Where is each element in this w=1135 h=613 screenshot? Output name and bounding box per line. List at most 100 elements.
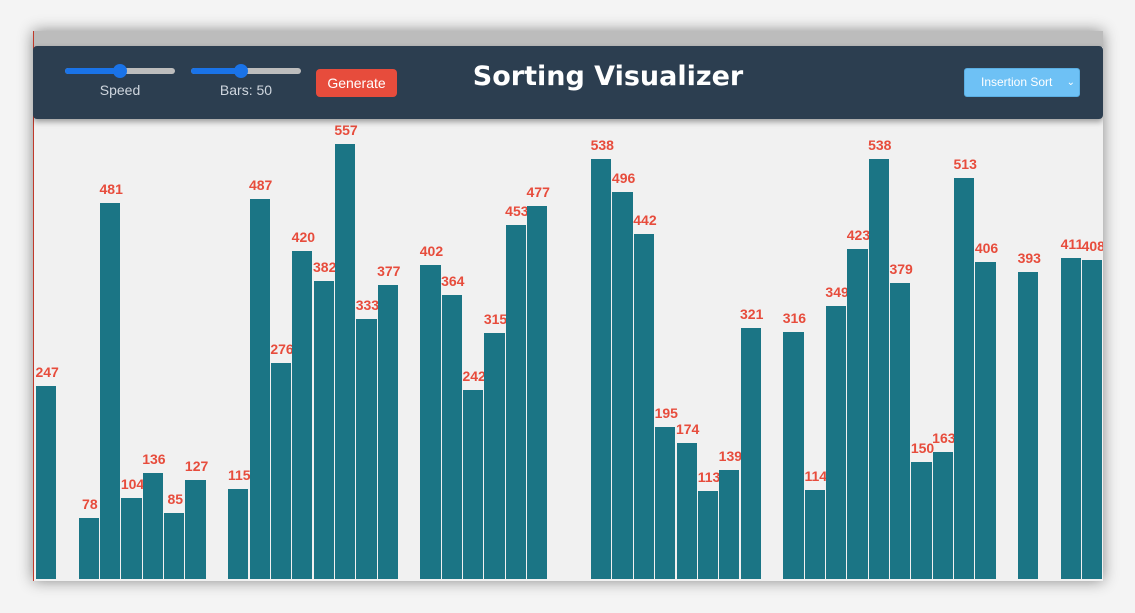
bar bbox=[185, 479, 206, 579]
bar-value-label: 408 bbox=[1081, 238, 1103, 255]
bar bbox=[612, 191, 633, 579]
generate-button[interactable]: Generate bbox=[316, 69, 397, 97]
navbar: Speed Bars: 50 Generate Sorting Visualiz… bbox=[33, 46, 1103, 119]
bar bbox=[377, 284, 398, 579]
bar bbox=[463, 390, 484, 579]
bar-chart: 247 78 481 104 136 85 127 115 487 276 420 382 557 333… bbox=[33, 31, 1103, 581]
bars-slider[interactable] bbox=[191, 64, 301, 78]
bar-value-label: 423 bbox=[846, 226, 871, 243]
bar bbox=[270, 363, 292, 579]
bar bbox=[719, 470, 740, 579]
algorithm-select-value: Insertion Sort bbox=[981, 75, 1053, 89]
bar-value-label: 379 bbox=[889, 261, 913, 277]
bar bbox=[1082, 260, 1103, 579]
bar bbox=[975, 261, 996, 579]
bar bbox=[527, 206, 548, 579]
bar-value-label: 393 bbox=[1017, 250, 1041, 267]
bar-value-label: 136 bbox=[142, 450, 166, 467]
bar bbox=[1060, 258, 1082, 579]
speed-slider-thumb[interactable] bbox=[113, 64, 127, 78]
bar bbox=[633, 233, 655, 579]
left-edge-line bbox=[33, 31, 34, 581]
bar-value-label: 242 bbox=[462, 368, 486, 384]
bar-value-label: 315 bbox=[483, 310, 508, 327]
bar-value-label: 477 bbox=[526, 184, 550, 201]
bar-value-label: 114 bbox=[804, 467, 828, 484]
bar bbox=[868, 158, 889, 579]
speed-slider-fill bbox=[65, 68, 120, 74]
bar bbox=[655, 426, 676, 579]
bar-value-label: 442 bbox=[633, 211, 657, 228]
bar bbox=[228, 489, 249, 579]
bar-value-label: 316 bbox=[782, 310, 807, 327]
bar-value-label: 150 bbox=[910, 439, 935, 456]
bars-count-label: Bars: 50 bbox=[219, 82, 273, 98]
speed-label: Speed bbox=[99, 82, 141, 98]
bar-value-label: 382 bbox=[313, 258, 337, 275]
bar-value-label: 538 bbox=[868, 136, 892, 153]
bar bbox=[591, 158, 612, 579]
bar bbox=[932, 451, 953, 579]
bar bbox=[36, 386, 57, 579]
bar bbox=[740, 328, 761, 579]
bar-value-label: 78 bbox=[82, 496, 98, 513]
bar-value-label: 195 bbox=[654, 404, 678, 421]
bar-value-label: 104 bbox=[120, 475, 145, 492]
bar bbox=[78, 518, 99, 579]
bar-value-label: 85 bbox=[167, 490, 184, 507]
bar bbox=[890, 283, 911, 579]
bar bbox=[804, 489, 825, 579]
bar-value-label: 453 bbox=[505, 203, 529, 220]
bar bbox=[847, 248, 868, 579]
bar-value-label: 113 bbox=[697, 468, 721, 485]
bar bbox=[164, 512, 185, 579]
bar bbox=[292, 250, 313, 579]
bars-control: Bars: 50 bbox=[191, 64, 301, 98]
bar-value-label: 411 bbox=[1060, 236, 1084, 253]
app-window: 247 78 481 104 136 85 127 115 487 276 420 382 557 333… bbox=[33, 31, 1103, 581]
bar-value-label: 377 bbox=[377, 262, 401, 279]
bar-value-label: 333 bbox=[355, 296, 380, 313]
bar-value-label: 139 bbox=[718, 448, 743, 465]
bar-value-label: 174 bbox=[675, 421, 700, 438]
bar bbox=[100, 203, 121, 579]
bar-value-label: 487 bbox=[248, 176, 273, 193]
bar-value-label: 276 bbox=[270, 341, 294, 358]
bar bbox=[334, 144, 356, 579]
bar bbox=[142, 472, 164, 579]
bar-value-label: 127 bbox=[184, 457, 209, 474]
bar bbox=[697, 490, 719, 579]
bar bbox=[121, 497, 142, 579]
bar-value-label: 513 bbox=[953, 156, 977, 173]
bar-value-label: 496 bbox=[611, 169, 636, 186]
bar-value-label: 538 bbox=[590, 136, 614, 153]
speed-control: Speed bbox=[65, 64, 175, 98]
bar-value-label: 163 bbox=[932, 429, 956, 446]
bars-slider-thumb[interactable] bbox=[233, 64, 248, 78]
bar-value-label: 349 bbox=[825, 284, 849, 301]
bar bbox=[313, 280, 334, 579]
speed-slider[interactable] bbox=[65, 64, 175, 78]
bar bbox=[911, 461, 932, 579]
bar-value-label: 420 bbox=[291, 228, 316, 245]
bar-value-label: 402 bbox=[419, 243, 444, 260]
bar bbox=[676, 443, 697, 579]
bar bbox=[825, 306, 847, 579]
bar-value-label: 406 bbox=[974, 239, 999, 256]
bar bbox=[356, 318, 377, 579]
bar-value-label: 364 bbox=[441, 272, 465, 289]
bar-value-label: 321 bbox=[740, 306, 764, 323]
bar-value-label: 557 bbox=[334, 122, 358, 138]
bar bbox=[1018, 272, 1039, 579]
bar bbox=[484, 332, 505, 579]
bar-value-label: 247 bbox=[35, 364, 59, 381]
bar bbox=[505, 225, 526, 579]
algorithm-select[interactable]: Insertion Sort ⌄ bbox=[964, 68, 1080, 97]
bars-slider-fill bbox=[191, 68, 241, 74]
bar-value-label: 481 bbox=[99, 181, 123, 198]
chevron-down-icon: ⌄ bbox=[1066, 77, 1075, 88]
bar bbox=[954, 178, 975, 579]
browser-top-strip bbox=[33, 31, 1103, 47]
bar bbox=[441, 294, 462, 579]
bar bbox=[249, 198, 270, 579]
